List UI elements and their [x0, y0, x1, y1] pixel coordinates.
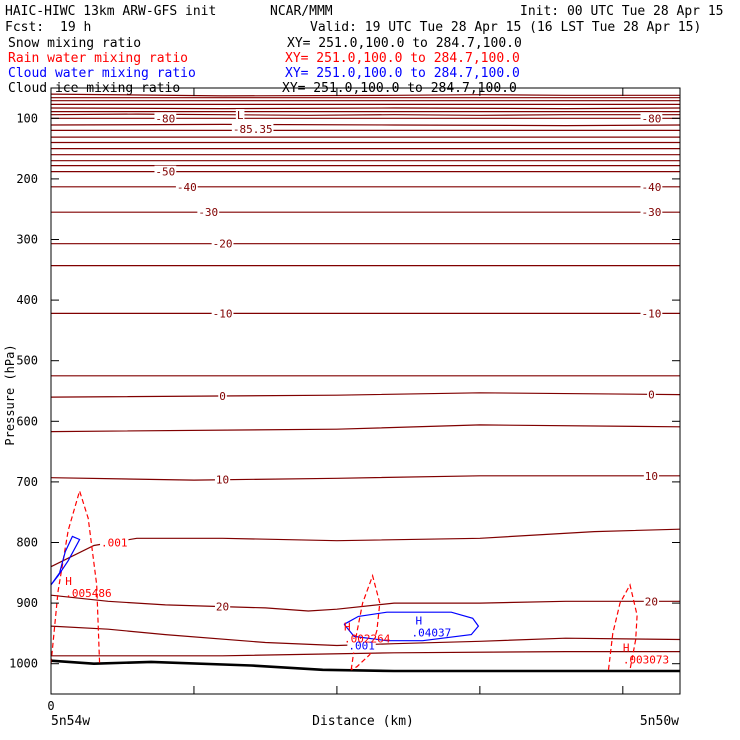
cloud-water-contour-label-bg: [347, 639, 376, 653]
isotherm-label: 20: [645, 595, 658, 608]
cloud-water-field-xy: XY= 251.0,100.0 to 284.7,100.0: [285, 66, 520, 81]
x-end-label-right: 5n50w: [640, 714, 679, 729]
rain-contour: [50, 488, 101, 664]
isotherm-label: -10: [213, 307, 233, 320]
temperature-min-value-bg: [231, 123, 274, 137]
y-tick-label: 900: [16, 596, 38, 610]
isotherm-label-bg: [647, 388, 656, 402]
snow-field-xy: XY= 251.0,100.0 to 284.7,100.0: [287, 36, 522, 51]
isotherm-label-bg: [197, 206, 220, 220]
isotherm-label: -20: [213, 238, 233, 251]
fcst-value: 19 h: [60, 20, 91, 35]
isotherm-label-bg: [640, 206, 663, 220]
isotherm-line: [50, 107, 681, 110]
y-tick-label: 800: [16, 536, 38, 550]
isotherm-line: [50, 424, 681, 433]
rain-max-marker: H: [65, 575, 72, 588]
rain-contour-label: .001: [101, 537, 128, 550]
rain-max-marker: H: [344, 620, 351, 633]
isotherm-label: -40: [641, 181, 661, 194]
isotherm-label-bg: [214, 473, 231, 487]
isotherm-label: -80: [155, 112, 175, 125]
isotherm-line: [50, 123, 681, 127]
isotherm-label-bg: [154, 112, 177, 126]
y-tick-label: 400: [16, 293, 38, 307]
isotherm-label-bg: [643, 469, 660, 483]
cloud-water-field-name: Cloud water mixing ratio: [8, 66, 196, 81]
isotherm-label: 10: [216, 474, 229, 487]
temperature-min-marker-bg: [235, 109, 245, 123]
rain-contour: [607, 583, 638, 670]
isotherm-label: 0: [648, 388, 655, 401]
isotherm-label-bg: [154, 165, 177, 179]
x-tick-label: 0: [47, 699, 54, 713]
isotherm-label: -10: [641, 307, 661, 320]
isotherm-label-bg: [175, 180, 198, 194]
rain-field-xy: XY= 251.0,100.0 to 284.7,100.0: [285, 51, 520, 66]
cloud-water-contour: [50, 535, 81, 586]
temperature-min-marker: L: [237, 109, 244, 122]
isotherm-label-bg: [640, 112, 663, 126]
isotherm-label-bg: [640, 307, 663, 321]
terrain-line: [50, 659, 680, 673]
rain-max-marker: H: [623, 642, 630, 655]
cloud-water-contour-label: .001: [348, 640, 375, 653]
title-center: NCAR/MMM: [270, 4, 333, 19]
title-left: HAIC-HIWC 13km ARW-GFS init: [5, 4, 216, 19]
field-legend: Snow mixing ratio XY= 251.0,100.0 to 284…: [8, 36, 522, 96]
rain-field-name: Rain water mixing ratio: [8, 51, 188, 66]
rain-max-value: .005486: [65, 587, 111, 600]
isotherm-line: [50, 625, 681, 647]
isotherm-label: -30: [198, 206, 218, 219]
isotherm-label-bg: [643, 595, 660, 609]
y-tick-label: 100: [16, 111, 38, 125]
snow-field-name: Snow mixing ratio: [8, 36, 141, 51]
isotherm-label: 10: [645, 470, 658, 483]
x-axis-label: Distance (km): [312, 714, 414, 729]
isotherm-label-bg: [640, 180, 663, 194]
temperature-min-value: -85.35: [233, 123, 273, 136]
y-tick-label: 600: [16, 414, 38, 428]
header: HAIC-HIWC 13km ARW-GFS init NCAR/MMM Ini…: [5, 4, 724, 35]
rain-contour-label-bg: [100, 536, 129, 550]
isotherm-line: [50, 528, 681, 568]
isotherm-label: -50: [155, 166, 175, 179]
isotherm-label-bg: [218, 389, 227, 403]
cloud-water-contour: [343, 611, 480, 642]
fcst-label: Fcst:: [5, 20, 44, 35]
isotherm-label: -80: [641, 112, 661, 125]
y-axis-label: Pressure (hPa): [3, 344, 17, 445]
y-tick-label: 700: [16, 475, 38, 489]
isotherm-label-bg: [214, 600, 231, 614]
isotherm-line: [50, 392, 681, 398]
rain-max-value: .003073: [623, 654, 669, 667]
y-tick-label: 200: [16, 172, 38, 186]
valid-time: Valid: 19 UTC Tue 28 Apr 15 (16 LST Tue …: [310, 20, 701, 35]
isotherm-label: -40: [177, 181, 197, 194]
plot-frame: [50, 87, 681, 695]
init-time: Init: 00 UTC Tue 28 Apr 15: [520, 4, 724, 19]
isotherm-label-bg: [211, 237, 234, 251]
isotherm-label: 0: [219, 390, 226, 403]
isotherm-line: [50, 475, 680, 481]
rain-contour: [350, 573, 381, 671]
isotherm-line: [50, 113, 680, 116]
cloud-water-max-value: .04037: [412, 626, 452, 639]
y-tick-label: 1000: [9, 657, 38, 671]
isotherm-label: 20: [216, 601, 229, 614]
rain-max-value: .002264: [344, 632, 391, 645]
isotherm-line: [50, 594, 680, 612]
cloud-water-max-marker: H: [416, 614, 423, 627]
x-end-label-left: 5n54w: [51, 714, 90, 729]
isotherm-line: [51, 650, 680, 657]
y-tick-label: 300: [16, 233, 38, 247]
y-tick-label: 500: [16, 354, 38, 368]
isotherm-label-bg: [211, 307, 234, 321]
isotherm-label: -30: [641, 206, 661, 219]
